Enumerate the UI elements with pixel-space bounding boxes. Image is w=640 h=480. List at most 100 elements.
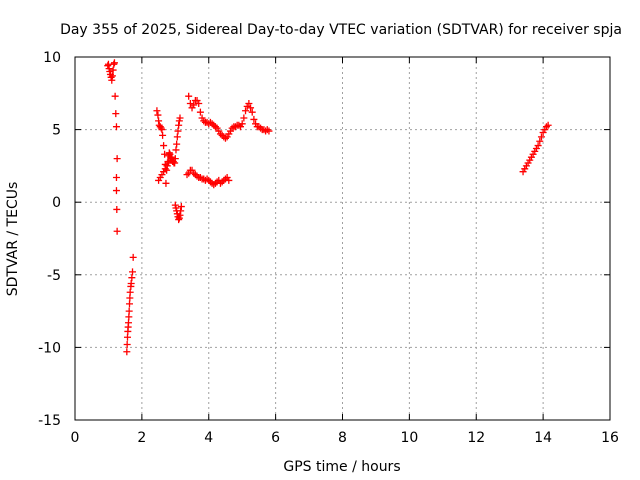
axis-ticks: 0 2 4 6 8 10 12 14 16 -15 -10 -5 0 5 10 [38,50,619,446]
x-tick-label: 0 [71,430,80,446]
data-point [108,76,116,84]
data-point [112,187,120,195]
y-tick-label: 5 [52,123,61,139]
data-point [238,120,246,128]
data-point [544,121,552,129]
y-tick-label: -15 [38,413,61,429]
data-point [108,72,116,80]
x-tick-label: 8 [338,430,347,446]
data-point [129,268,137,276]
y-tick-label: -10 [38,340,61,356]
satellite-track-5 [155,153,176,184]
data-point [113,205,121,213]
data-point [183,171,191,179]
satellite-track-8 [183,166,233,189]
data-point [176,114,184,122]
data-point [172,146,180,154]
data-point [177,203,185,211]
data-point [174,127,182,135]
data-point [171,159,179,167]
data-point [160,142,168,150]
satellite-track-7 [185,92,273,142]
x-tick-label: 10 [400,430,418,446]
data-point [196,108,204,116]
data-point [185,92,193,100]
satellite-track-1 [104,59,121,163]
data-point [228,124,236,132]
data-point [257,124,265,132]
satellite-track-2 [112,174,121,235]
data-point [112,123,120,131]
y-tick-label: 0 [52,195,61,211]
data-point [171,155,179,163]
x-tick-label: 12 [467,430,485,446]
data-point [155,117,163,125]
data-point [195,99,203,107]
data-point [128,274,136,282]
data-point [225,176,233,184]
data-point [247,104,255,112]
data-point [193,172,201,180]
data-point [211,123,219,131]
data-point [242,107,250,115]
data-point [168,153,176,161]
data-point [127,280,135,288]
data-point [200,117,208,125]
data-point [221,175,229,183]
data-point [109,66,117,74]
data-point [221,134,229,142]
satellite-track-9 [519,121,552,176]
data-point [173,140,181,148]
data-point [263,126,271,134]
satellite-track-6 [171,201,185,224]
data-point [112,174,120,182]
data-point [113,227,121,235]
x-tick-label: 14 [534,430,552,446]
data-point [129,253,137,261]
data-point [112,110,120,118]
data-point [534,142,542,150]
x-tick-label: 16 [601,430,619,446]
data-point [235,121,243,129]
data-point [250,115,258,123]
data-point [176,211,184,219]
data-point [110,60,118,68]
data-point [177,207,185,215]
x-tick-label: 4 [204,430,213,446]
data-point [175,216,183,224]
grid [75,57,610,420]
data-point [123,348,131,356]
data-point [537,133,545,141]
data-point [173,133,181,141]
y-tick-label: 10 [43,50,61,66]
data-point [153,107,161,115]
data-point [542,123,550,131]
data-point [157,124,165,132]
x-tick-label: 6 [271,430,280,446]
data-point [123,340,131,348]
data-point [125,307,133,315]
chart-title: Day 355 of 2025, Sidereal Day-to-day VTE… [60,22,622,38]
data-point [159,131,167,139]
y-tick-label: -5 [47,268,61,284]
data-point [245,99,253,107]
data-point [154,111,162,119]
y-axis-label: SDTVAR / TECUs [5,182,21,297]
data-point [196,174,204,182]
data-point [240,114,248,122]
x-axis-label: GPS time / hours [283,459,400,475]
data-point [165,149,173,157]
data-point [162,179,170,187]
data-point [113,155,121,163]
data-point [536,137,544,145]
data-point [110,59,118,67]
data-point [248,108,256,116]
data-point [111,92,119,100]
satellite-track-4 [153,107,184,187]
satellite-track-3 [123,253,137,356]
data-point [126,288,134,296]
data-point [265,127,273,135]
data-point [190,101,198,109]
data-point [158,126,166,134]
